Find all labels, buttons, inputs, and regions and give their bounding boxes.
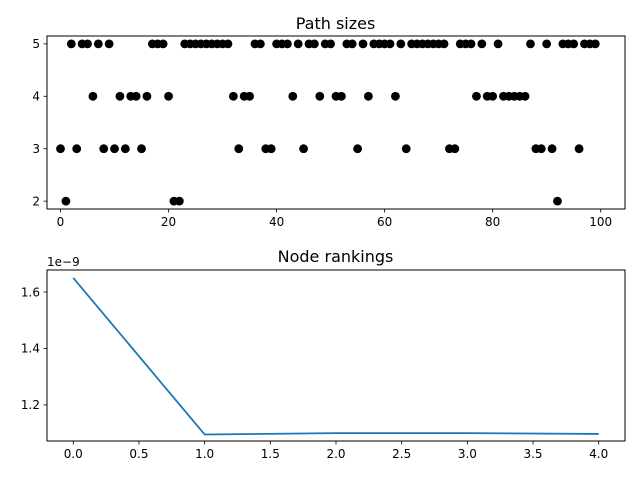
path-size-point xyxy=(493,39,503,49)
path-sizes-x-tick-label: 0 xyxy=(57,215,65,229)
path-sizes-plot: Path sizes 0 20 40 60 80 100 2 3 4 5 xyxy=(32,14,626,229)
path-sizes-x-tick-label: 100 xyxy=(589,215,612,229)
path-size-point xyxy=(364,91,373,101)
path-sizes-y-tick-label: 4 xyxy=(32,90,40,104)
path-size-point xyxy=(488,91,498,101)
path-size-point xyxy=(299,144,308,154)
path-size-point xyxy=(450,144,460,154)
path-size-point xyxy=(120,144,130,154)
path-size-point xyxy=(88,91,98,101)
path-size-point xyxy=(472,91,481,101)
path-size-point xyxy=(396,39,406,49)
node-rankings-plot: Node rankings 1e−9 0.0 0.5 1.0 1.5 2.0 2.5 3.0… xyxy=(21,247,626,461)
path-sizes-x-tick-label: 80 xyxy=(485,215,500,229)
path-size-point xyxy=(526,39,535,49)
path-size-point xyxy=(234,144,244,154)
path-size-point xyxy=(223,39,233,49)
path-size-point xyxy=(439,39,449,49)
node-rankings-x-tick-label: 1.0 xyxy=(195,447,214,461)
path-size-point xyxy=(466,39,476,49)
path-size-point xyxy=(293,39,303,49)
path-size-point xyxy=(131,91,141,101)
node-rankings-title: Node rankings xyxy=(278,247,394,266)
path-sizes-y-tick-label: 3 xyxy=(32,142,40,156)
path-size-point xyxy=(137,144,146,154)
path-size-point xyxy=(385,39,395,49)
path-sizes-x-tick-label: 40 xyxy=(269,215,284,229)
path-sizes-title: Path sizes xyxy=(296,14,376,33)
node-rankings-x-tick-label: 3.5 xyxy=(523,447,542,461)
path-size-point xyxy=(520,91,530,101)
path-size-point xyxy=(288,91,298,101)
path-size-point xyxy=(66,39,76,49)
path-size-point xyxy=(142,91,152,101)
path-size-point xyxy=(309,39,319,49)
path-size-point xyxy=(536,144,546,154)
path-size-point xyxy=(115,91,125,101)
path-size-point xyxy=(164,91,173,101)
path-size-point xyxy=(110,144,119,154)
path-sizes-x-tick-label: 20 xyxy=(161,215,176,229)
path-sizes-axes-frame xyxy=(46,35,626,210)
node-rankings-x-tick-label: 0.5 xyxy=(129,447,148,461)
path-sizes-y-tick-label: 2 xyxy=(32,194,40,208)
path-size-point xyxy=(83,39,92,49)
node-rankings-y-tick-label: 1.6 xyxy=(21,285,40,299)
path-size-point xyxy=(61,196,71,206)
path-size-point xyxy=(266,144,276,154)
node-rankings-x-tick-label: 2.0 xyxy=(326,447,345,461)
path-sizes-y-tick-label: 5 xyxy=(32,37,40,51)
path-size-point xyxy=(72,144,82,154)
node-rankings-x-tick-label: 0.0 xyxy=(64,447,83,461)
path-size-point xyxy=(245,91,254,101)
path-size-point xyxy=(158,39,168,49)
path-size-point xyxy=(326,39,335,49)
path-size-point xyxy=(569,39,579,49)
path-size-point xyxy=(99,144,109,154)
node-rankings-y-tick-label: 1.2 xyxy=(21,398,40,412)
path-size-point xyxy=(353,144,363,154)
node-rankings-y-tick-label: 1.4 xyxy=(21,342,40,356)
node-rankings-x-tick-label: 1.5 xyxy=(261,447,280,461)
path-size-point xyxy=(391,91,400,101)
path-size-point xyxy=(547,144,557,154)
path-size-point xyxy=(553,196,562,206)
path-size-point xyxy=(255,39,265,49)
path-size-point xyxy=(228,91,238,101)
path-sizes-x-tick-label: 60 xyxy=(377,215,392,229)
path-size-point xyxy=(574,144,584,154)
node-rankings-x-tick-label: 4.0 xyxy=(589,447,608,461)
node-rankings-series-line xyxy=(72,277,599,436)
node-rankings-x-tick-label: 2.5 xyxy=(392,447,411,461)
path-size-point xyxy=(401,144,411,154)
path-size-point xyxy=(337,91,346,101)
node-rankings-x-tick-label: 3.0 xyxy=(458,447,477,461)
path-size-point xyxy=(358,39,368,49)
path-size-point xyxy=(282,39,292,49)
path-size-point xyxy=(315,91,325,101)
node-rankings-axes-frame xyxy=(46,269,626,442)
path-size-point xyxy=(174,196,184,206)
node-rankings-offset-text: 1e−9 xyxy=(47,255,80,269)
path-size-point xyxy=(347,39,357,49)
path-size-point xyxy=(590,39,600,49)
path-size-point xyxy=(56,144,65,154)
path-size-point xyxy=(93,39,103,49)
path-size-point xyxy=(104,39,114,49)
path-size-point xyxy=(477,39,487,49)
path-size-point xyxy=(542,39,552,49)
